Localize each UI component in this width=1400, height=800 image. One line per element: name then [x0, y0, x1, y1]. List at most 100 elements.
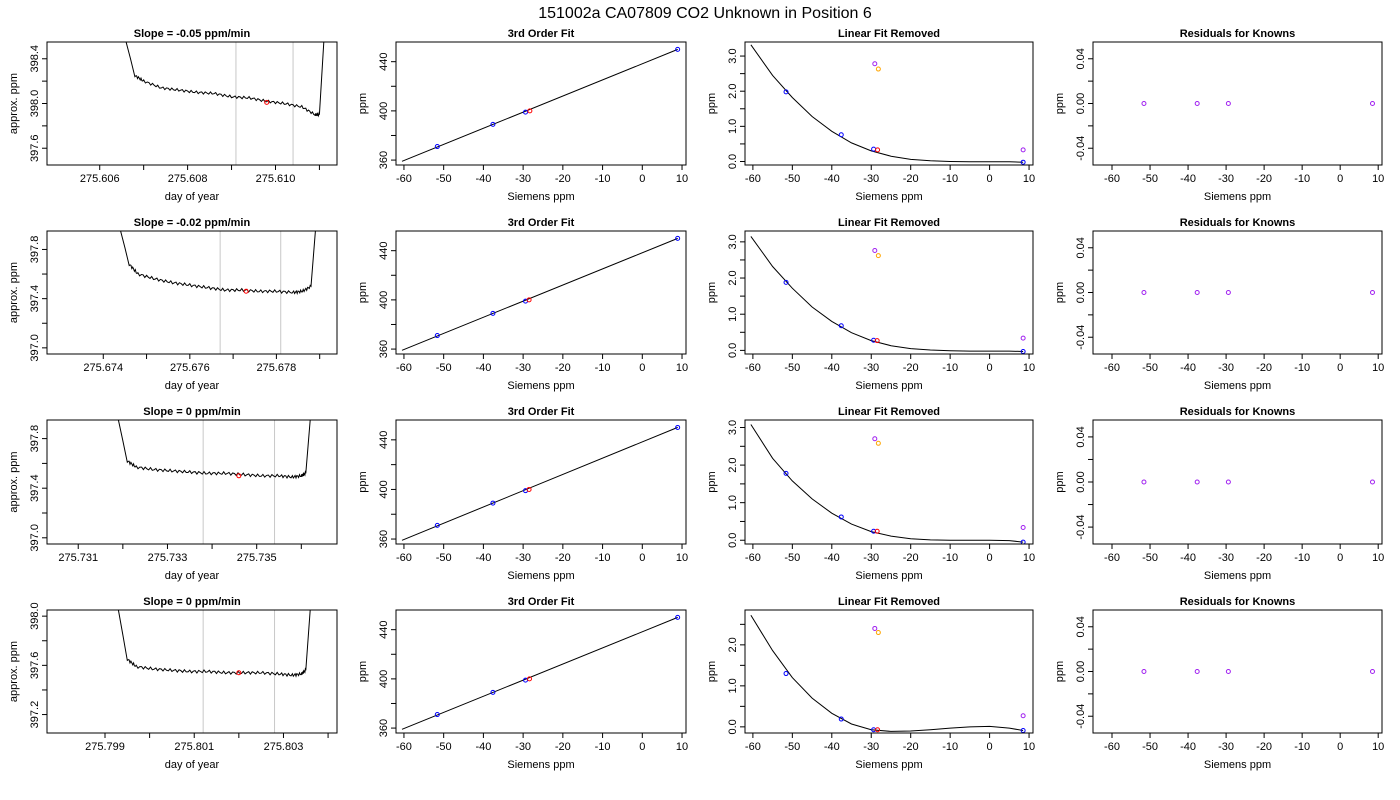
y-axis-label: ppm	[357, 282, 369, 303]
panel-r2-residuals: Residuals for Knowns -60 -50 -40 -30 -20 -10 0 1…	[1054, 217, 1384, 392]
x-tick-label: 0	[1337, 362, 1343, 374]
x-tick-label: 10	[1023, 362, 1035, 374]
y-tick-label: 360	[378, 151, 390, 169]
known-point	[783, 89, 789, 95]
unknown-marker	[236, 473, 242, 479]
y-tick-label: 398.0	[29, 602, 41, 630]
panel-title: Linear Fit Removed	[838, 28, 940, 40]
x-tick-label: -10	[1294, 173, 1310, 185]
y-tick-label: 0.0	[727, 343, 739, 358]
flag-point-a	[872, 436, 878, 442]
x-axis-label: day of year	[165, 380, 220, 392]
plot-frame	[744, 419, 1034, 545]
flag-point-a	[872, 248, 878, 254]
known-point	[838, 514, 844, 520]
x-tick-label: -30	[863, 552, 879, 564]
panel-r1-time-series: Slope = -0.05 ppm/min 275.606 275.608 275.6…	[8, 28, 338, 203]
x-tick-label: -40	[824, 741, 840, 753]
x-axis-label: Siemens ppm	[855, 570, 922, 582]
x-tick-label: -20	[903, 552, 919, 564]
y-axis-label: ppm	[1054, 282, 1066, 303]
x-tick-label: -50	[784, 173, 800, 185]
x-tick-label: 0	[987, 362, 993, 374]
x-tick-label: -20	[555, 362, 571, 374]
y-tick-label: -0.04	[1075, 515, 1087, 540]
residual-point	[1194, 101, 1200, 106]
y-tick-label: 397.4	[29, 474, 41, 502]
plot-frame	[46, 230, 338, 355]
x-tick-label: 0	[639, 173, 645, 185]
y-tick-label: 440	[378, 53, 390, 71]
x-tick-label: 0	[987, 741, 993, 753]
y-tick-label: 397.0	[29, 334, 41, 362]
panel-title: Linear Fit Removed	[838, 217, 940, 229]
flag-point-a	[1020, 335, 1026, 341]
known-point	[1020, 348, 1026, 354]
x-tick-label: -60	[1104, 552, 1120, 564]
y-tick-label: 398.0	[29, 90, 41, 118]
unknown-point	[527, 108, 533, 114]
x-tick-label: 10	[676, 552, 688, 564]
y-tick-label: 1.0	[727, 119, 739, 134]
y-tick-label: 3.0	[727, 234, 739, 249]
plot-frame	[46, 41, 338, 166]
panel-r1-residuals: Residuals for Knowns -60 -50 -40 -30 -20 -10 0 1…	[1054, 28, 1384, 203]
y-tick-label: 2.0	[727, 457, 739, 472]
plot-frame	[744, 609, 1034, 734]
y-tick-label: 0.04	[1075, 616, 1087, 637]
x-tick-label: -60	[745, 552, 761, 564]
x-tick-label: 275.608	[168, 173, 208, 185]
y-tick-label: 440	[378, 621, 390, 639]
y-tick-label: 360	[378, 719, 390, 737]
x-tick-label: -40	[1180, 741, 1196, 753]
x-tick-label: -20	[555, 741, 571, 753]
x-tick-label: -50	[436, 173, 452, 185]
known-point	[783, 279, 789, 285]
x-tick-label: -30	[515, 173, 531, 185]
plot-area	[117, 420, 311, 480]
known-point	[871, 146, 877, 152]
y-tick-label: 400	[378, 670, 390, 688]
x-tick-label: -50	[436, 552, 452, 564]
time-series-line	[117, 610, 311, 678]
x-tick-label: -10	[595, 362, 611, 374]
x-tick-label: -40	[1180, 173, 1196, 185]
x-tick-label: -60	[396, 362, 412, 374]
plot-frame	[395, 419, 687, 545]
plot-area	[401, 46, 681, 162]
unknown-point	[874, 338, 880, 344]
x-tick-label: -20	[903, 741, 919, 753]
known-point	[675, 424, 681, 430]
unknown-marker	[264, 99, 270, 105]
fit-line	[401, 48, 678, 162]
x-tick-label: -20	[1256, 552, 1272, 564]
y-axis-label: ppm	[357, 661, 369, 682]
y-tick-label: 397.2	[29, 701, 41, 729]
x-tick-label: -10	[1294, 741, 1310, 753]
x-tick-label: -30	[863, 741, 879, 753]
y-axis-label: ppm	[357, 471, 369, 492]
known-point	[490, 121, 496, 127]
panel-r3-3rd-order-fit: 3rd Order Fit -60 -50 -40 -30 -20 -10 0 10 360 400…	[357, 406, 688, 582]
plot-frame	[1092, 41, 1383, 166]
x-tick-label: -50	[1142, 741, 1158, 753]
panel-title: Slope = 0 ppm/min	[143, 406, 241, 418]
y-tick-label: 0.0	[727, 533, 739, 548]
x-tick-label: 275.731	[58, 552, 98, 564]
panel-r2-time-series: Slope = -0.02 ppm/min 275.674 275.676 275.6…	[8, 217, 338, 392]
x-tick-label: -40	[1180, 552, 1196, 564]
y-tick-label: 397.4	[29, 285, 41, 313]
x-tick-label: 0	[639, 552, 645, 564]
x-tick-label: 10	[1372, 552, 1384, 564]
y-tick-label: 397.8	[29, 425, 41, 453]
x-tick-label: -60	[396, 552, 412, 564]
y-tick-label: 0.04	[1075, 48, 1087, 69]
x-tick-label: -10	[595, 552, 611, 564]
panel-title: 3rd Order Fit	[508, 217, 575, 229]
x-tick-label: -60	[1104, 741, 1120, 753]
x-tick-label: -50	[1142, 552, 1158, 564]
x-tick-label: 275.733	[148, 552, 188, 564]
y-axis-label: approx. ppm	[8, 451, 20, 512]
flag-point-b	[875, 630, 881, 636]
plot-frame	[744, 41, 1034, 166]
